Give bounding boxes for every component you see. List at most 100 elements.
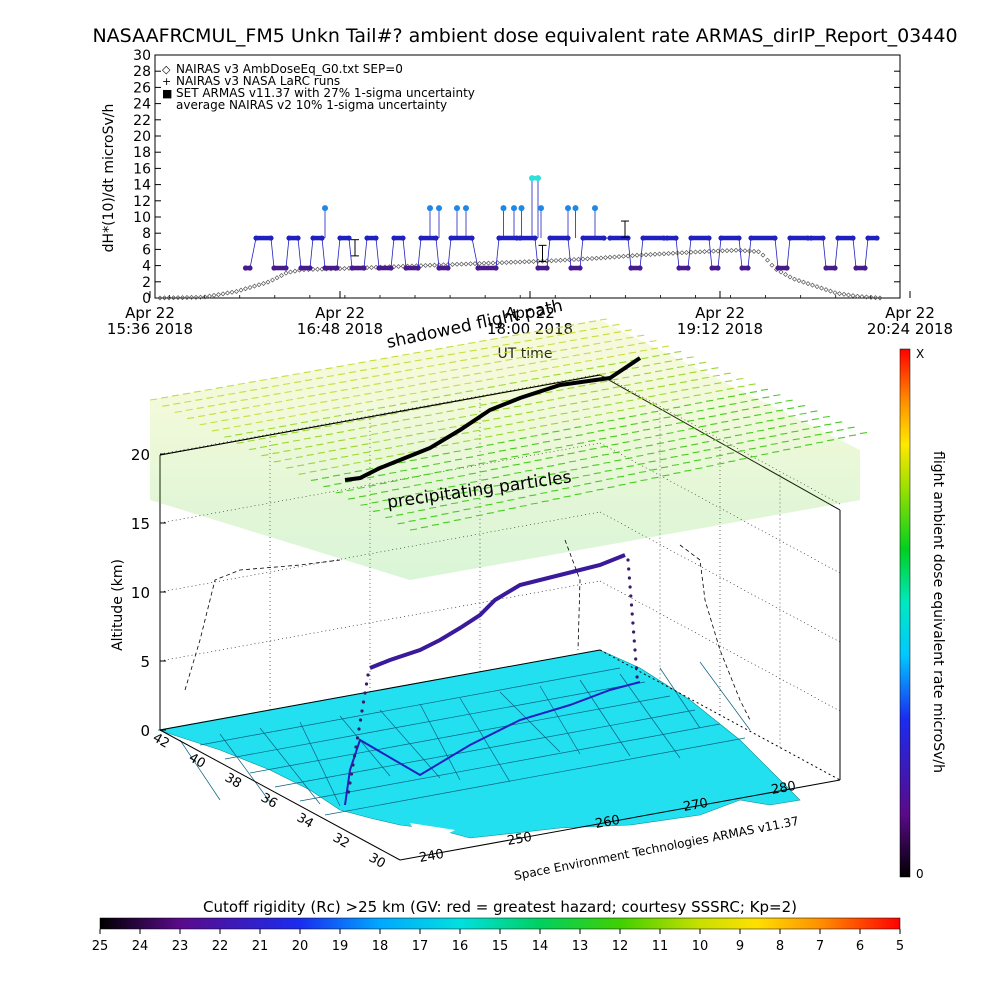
particle-dash [546, 398, 554, 402]
particle-dash [310, 478, 319, 482]
particle-dash [442, 521, 451, 524]
longitude-tick-label: 260 [594, 813, 621, 832]
particle-dash [522, 453, 530, 456]
longitude-axis-ticks: 240 250 260 270 280 [418, 779, 797, 866]
particle-dash [351, 453, 360, 456]
particle-dash [485, 435, 493, 438]
particle-dash [575, 369, 583, 372]
armas-connector [321, 238, 326, 269]
particle-dash [408, 450, 416, 454]
legend-symbol: ■ [162, 87, 172, 100]
particle-dash [454, 458, 463, 461]
particle-dash [309, 470, 317, 473]
particle-dash [525, 469, 533, 472]
particle-dash [382, 430, 390, 433]
particle-dash [310, 410, 318, 414]
particle-dash [527, 486, 535, 489]
particle-dash [588, 320, 597, 323]
particle-dash [704, 456, 713, 460]
particle-dash [479, 470, 487, 473]
particle-dash [787, 407, 795, 410]
altitude-tick-label: 20 [131, 446, 150, 464]
particle-dash [450, 368, 458, 371]
particle-dash [397, 453, 405, 456]
nairas-point [549, 258, 554, 264]
nairas-point [292, 268, 298, 274]
nairas-point [787, 274, 793, 280]
nairas-point [463, 261, 469, 267]
particle-dash [536, 467, 544, 470]
nairas-point [778, 269, 784, 275]
particle-dash [685, 411, 693, 415]
particle-dash [492, 476, 500, 479]
altitude-tick-label: 0 [140, 722, 150, 740]
particle-dash [423, 473, 431, 476]
particle-dash [739, 457, 747, 461]
particle-dash [622, 376, 630, 379]
legend-entry: average NAIRAS v2 10% 1-sigma uncertaint… [176, 98, 447, 112]
particle-dash [627, 407, 635, 410]
altitude-axis-ticks: 0 5 10 15 20 [131, 446, 166, 740]
armas-connector [747, 238, 752, 269]
particle-dash [816, 441, 824, 444]
nairas-point [823, 287, 829, 293]
particle-dash [571, 476, 579, 479]
particle-dash [592, 464, 600, 467]
particle-dash [686, 419, 695, 422]
particle-dash [608, 363, 616, 366]
particle-dash [460, 359, 468, 362]
particle-dash [472, 364, 480, 367]
particle-dash [716, 397, 725, 400]
cutoff-tick-label: 24 [132, 939, 149, 954]
particle-dash [533, 451, 541, 454]
particle-dash [465, 390, 473, 393]
particle-dash [596, 421, 604, 424]
particle-dash [375, 390, 383, 393]
particle-dash [456, 400, 464, 403]
particle-dash [306, 453, 314, 457]
cutoff-tick-label: 17 [412, 939, 429, 954]
altitude-tick-label: 5 [140, 653, 150, 671]
particle-dash [590, 455, 599, 459]
cutoff-tick-label: 9 [736, 939, 744, 954]
particle-dash [370, 367, 378, 370]
particle-dash [322, 417, 331, 420]
particle-dash [337, 373, 346, 376]
particle-dash [384, 447, 393, 450]
particle-dash [684, 469, 692, 472]
particle-dash [582, 408, 590, 411]
particle-dash [255, 421, 263, 424]
particle-dash [290, 423, 298, 426]
descent-point [628, 585, 632, 589]
particle-dash [687, 363, 696, 366]
particle-dash [492, 353, 501, 356]
particle-dash [501, 465, 509, 469]
particle-dash [513, 341, 521, 344]
particle-dash [518, 496, 526, 499]
particle-dash [717, 462, 725, 465]
particle-dash [335, 491, 343, 494]
nairas-point [481, 260, 487, 266]
particle-dash [624, 391, 633, 394]
particle-dash [251, 396, 259, 400]
particle-dash [675, 421, 684, 425]
particle-dash [592, 398, 600, 401]
particle-dash [728, 460, 736, 463]
particle-dash [193, 390, 201, 393]
particle-dash [438, 363, 446, 366]
particle-dash [358, 495, 367, 498]
latitude-tick-label: 40 [186, 750, 208, 771]
ascent-point [351, 763, 355, 767]
ground-map-hole [410, 823, 455, 838]
nairas-point [769, 262, 775, 268]
particle-dash [394, 436, 402, 439]
cutoff-colorbar: Cutoff rigidity (Rc) >25 km (GV: red = g… [92, 898, 904, 954]
particle-dash [627, 344, 635, 347]
legend-entry: NAIRAS v3 AmbDoseEq_G0.txt SEP=0 [176, 62, 403, 76]
armas-connector [864, 238, 869, 269]
particle-dash [671, 463, 680, 467]
ascent-point [355, 736, 360, 740]
cutoff-tick-label: 6 [856, 939, 864, 954]
particle-dash [342, 396, 350, 399]
particle-dash [736, 442, 744, 445]
